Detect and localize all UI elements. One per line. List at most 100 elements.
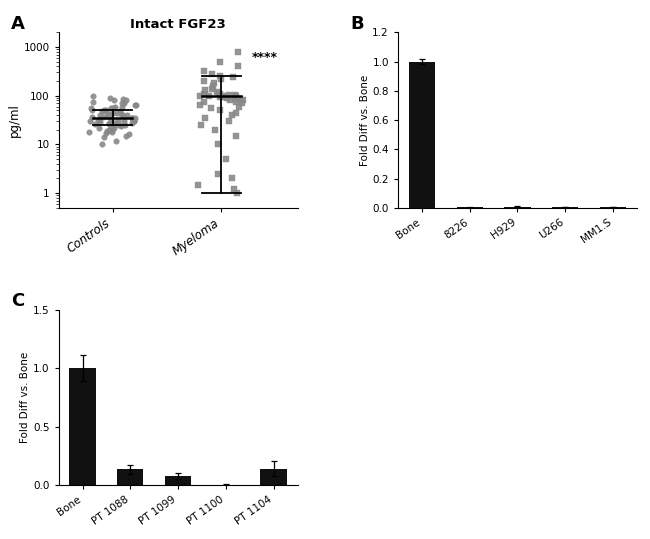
Point <box>92 115 103 124</box>
Point <box>194 101 205 109</box>
Point <box>225 96 235 105</box>
Point <box>112 108 122 117</box>
Point <box>105 94 115 102</box>
Point <box>87 113 98 121</box>
Point <box>207 84 217 93</box>
Point <box>127 119 138 128</box>
Point <box>129 117 140 126</box>
Point <box>85 116 96 125</box>
Bar <box>70 368 96 485</box>
Point <box>109 121 119 129</box>
Point <box>86 104 97 113</box>
Point <box>94 114 105 123</box>
Point <box>199 67 209 75</box>
Point <box>232 95 242 103</box>
Point <box>235 95 245 103</box>
Point <box>198 98 209 106</box>
Point <box>237 99 248 108</box>
Point <box>215 57 226 66</box>
Point <box>105 115 116 123</box>
Point <box>200 114 210 122</box>
Point <box>120 121 130 129</box>
Bar <box>504 206 530 208</box>
Point <box>101 129 112 137</box>
Point <box>199 77 209 85</box>
Point <box>209 79 219 88</box>
Point <box>116 109 127 118</box>
Point <box>84 128 94 136</box>
Title: Intact FGF23: Intact FGF23 <box>130 18 226 31</box>
Point <box>208 81 218 90</box>
Point <box>130 114 140 122</box>
Bar <box>552 207 578 208</box>
Point <box>109 123 119 132</box>
Point <box>128 115 138 124</box>
Point <box>101 127 112 135</box>
Point <box>229 91 240 99</box>
Point <box>127 114 138 122</box>
Point <box>124 130 134 139</box>
Point <box>121 96 131 105</box>
Point <box>205 104 216 113</box>
Y-axis label: Fold Diff vs. Bone: Fold Diff vs. Bone <box>359 74 369 165</box>
Point <box>234 102 244 111</box>
Text: C: C <box>10 292 24 310</box>
Point <box>109 102 120 111</box>
Point <box>231 98 241 106</box>
Point <box>108 104 118 113</box>
Point <box>117 99 127 108</box>
Point <box>192 180 203 189</box>
Point <box>209 126 220 134</box>
Point <box>217 92 228 100</box>
Point <box>214 89 224 98</box>
Bar <box>117 469 144 485</box>
Point <box>112 117 123 126</box>
Point <box>227 111 237 120</box>
Point <box>119 117 129 126</box>
Point <box>95 111 105 120</box>
Point <box>237 96 248 105</box>
Point <box>102 112 112 121</box>
Point <box>88 92 99 100</box>
Point <box>104 120 114 128</box>
Point <box>97 107 107 115</box>
Point <box>110 119 120 127</box>
Point <box>129 117 139 126</box>
Point <box>229 94 240 102</box>
Point <box>218 93 229 101</box>
Point <box>214 71 225 80</box>
Point <box>231 108 241 117</box>
Point <box>120 132 131 140</box>
Point <box>231 92 241 100</box>
Point <box>122 111 133 120</box>
Bar <box>409 61 435 208</box>
Point <box>106 110 116 119</box>
Bar <box>261 469 287 485</box>
Point <box>227 174 238 183</box>
Point <box>111 136 122 145</box>
Point <box>98 113 108 122</box>
Point <box>229 185 239 194</box>
Point <box>118 99 129 108</box>
Text: A: A <box>10 15 25 33</box>
Point <box>101 106 111 115</box>
Point <box>97 140 107 149</box>
Point <box>94 123 104 132</box>
Point <box>222 94 232 102</box>
Point <box>103 126 114 134</box>
Point <box>213 140 223 149</box>
Point <box>95 118 105 126</box>
Point <box>104 119 114 127</box>
Point <box>87 98 98 106</box>
Point <box>108 108 118 117</box>
Point <box>203 92 214 100</box>
Point <box>131 101 141 109</box>
Point <box>215 106 226 115</box>
Point <box>127 114 137 122</box>
Point <box>228 73 239 81</box>
Point <box>199 89 209 98</box>
Point <box>101 108 112 117</box>
Point <box>105 104 116 113</box>
Point <box>99 106 109 115</box>
Y-axis label: Fold Diff vs. Bone: Fold Diff vs. Bone <box>20 352 30 443</box>
